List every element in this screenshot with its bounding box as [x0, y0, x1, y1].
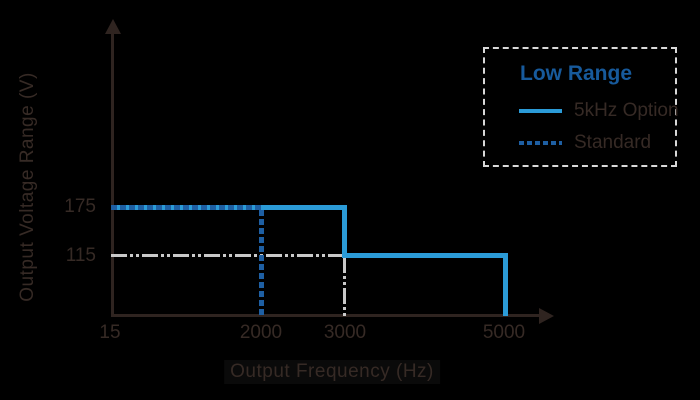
y-axis-title: Output Voltage Range (V) [17, 72, 38, 302]
y-tick-175: 175 [64, 196, 96, 217]
legend-title: Low Range [520, 62, 633, 85]
x-axis-arrow-icon [539, 308, 554, 324]
series-5khz-segment-115v [342, 253, 508, 258]
series-standard-segment-175v [111, 205, 263, 210]
x-axis-title: Output Frequency (Hz) [224, 360, 440, 384]
x-tick-5000: 5000 [482, 322, 526, 343]
reference-line-3000hz [343, 257, 346, 316]
legend-item-5khz-option: 5kHz Option [574, 100, 679, 121]
series-5khz-drop-3000hz [342, 205, 347, 258]
x-tick-15: 15 [99, 322, 121, 343]
series-5khz-drop-5000hz [503, 253, 508, 316]
y-axis-arrow-icon [105, 19, 121, 34]
x-tick-3000: 3000 [323, 322, 367, 343]
legend-item-standard: Standard [574, 132, 652, 153]
y-axis-line [111, 28, 114, 316]
x-tick-2000: 2000 [239, 322, 283, 343]
y-tick-115: 115 [65, 245, 96, 266]
x-axis-line [111, 314, 541, 317]
legend-swatch-solid-line [519, 109, 562, 113]
legend-swatch-dashed-line [519, 141, 562, 145]
legend-box: Low Range 5kHz Option Standard [483, 47, 679, 167]
series-standard-drop-2000hz [259, 210, 264, 316]
reference-line-115v [111, 254, 345, 257]
